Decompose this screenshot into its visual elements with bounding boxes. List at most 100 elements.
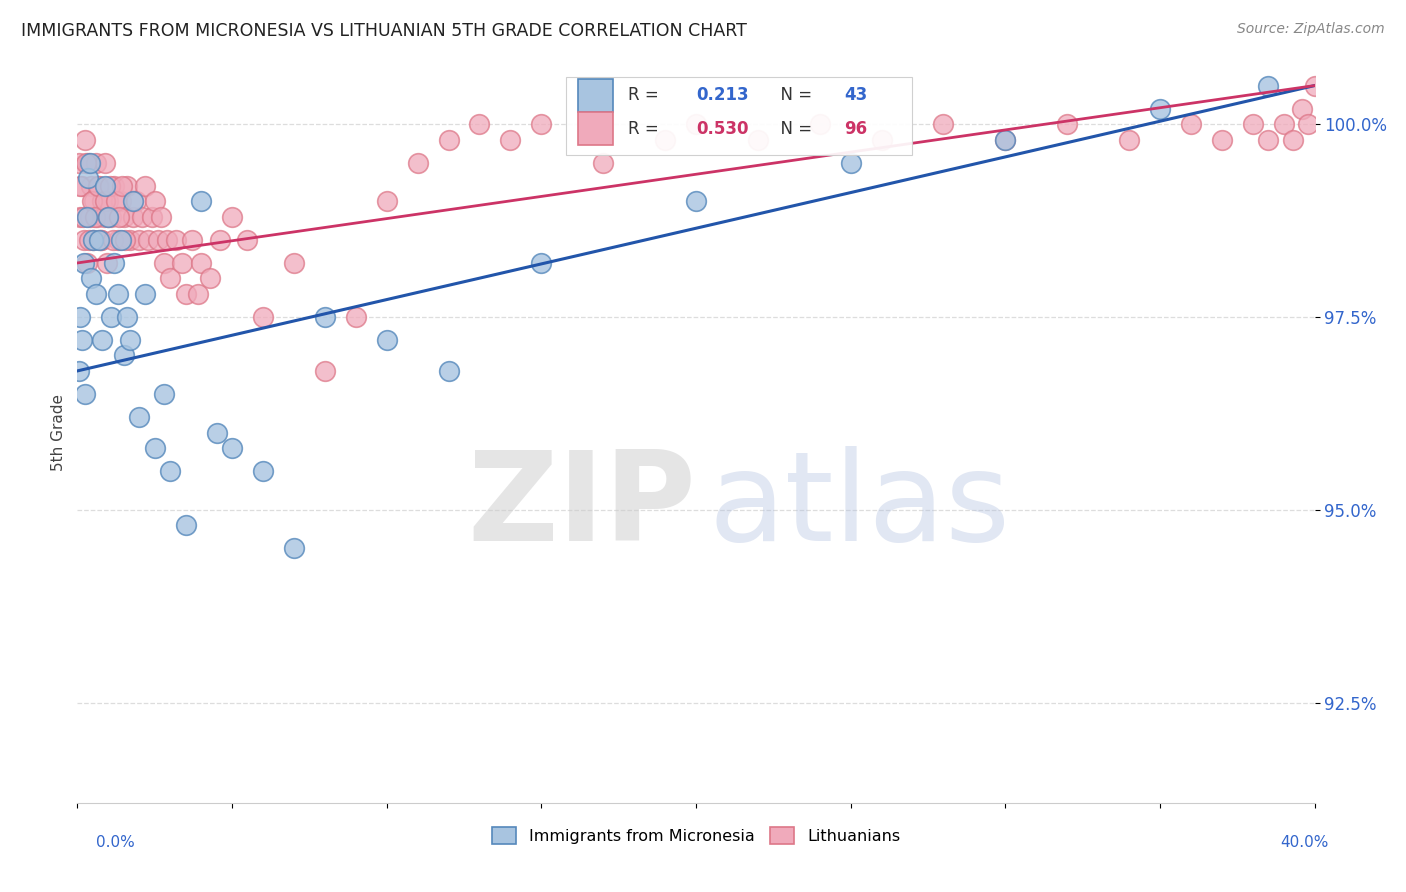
Point [86, 210, 108, 224]
Point [97, 210, 120, 224]
Point [747, 132, 769, 146]
Point [105, 194, 127, 209]
Point [437, 132, 460, 146]
Point [200, 271, 222, 285]
Y-axis label: 5th Grade: 5th Grade [51, 394, 66, 471]
Point [252, 310, 274, 324]
Point [98, 178, 121, 193]
Point [143, 441, 166, 455]
Point [77, 233, 100, 247]
Point [221, 210, 243, 224]
Point [592, 155, 614, 169]
Point [107, 233, 129, 247]
Point [122, 194, 145, 209]
Point [128, 410, 150, 425]
Point [1149, 102, 1171, 116]
Point [174, 286, 197, 301]
Point [100, 310, 122, 324]
Point [1118, 132, 1140, 146]
Point [76, 256, 98, 270]
Point [72, 256, 94, 270]
Point [654, 132, 676, 146]
Point [77, 171, 100, 186]
Point [122, 210, 145, 224]
Point [91, 194, 114, 209]
Point [91, 333, 114, 347]
Point [437, 364, 460, 378]
Point [75, 387, 96, 401]
Point [143, 194, 166, 209]
Point [174, 518, 197, 533]
Point [205, 425, 228, 440]
Point [190, 256, 212, 270]
Point [72, 233, 94, 247]
Point [93, 194, 115, 209]
Point [82, 233, 104, 247]
Point [118, 333, 141, 347]
Point [808, 117, 831, 131]
Point [1056, 117, 1078, 131]
Text: N =: N = [770, 120, 817, 137]
Point [97, 194, 120, 209]
Point [344, 310, 367, 324]
Point [1257, 78, 1279, 93]
Point [80, 271, 103, 285]
Point [530, 117, 553, 131]
Text: 0.0%: 0.0% [96, 836, 135, 850]
Point [87, 178, 110, 193]
Point [994, 132, 1017, 146]
Point [108, 210, 131, 224]
Point [1241, 117, 1264, 131]
Point [159, 464, 181, 478]
Point [839, 155, 862, 169]
Point [103, 178, 125, 193]
Point [79, 155, 101, 169]
Point [159, 271, 181, 285]
Point [103, 256, 125, 270]
Point [134, 286, 156, 301]
Point [94, 155, 117, 169]
Legend: Immigrants from Micronesia, Lithuanians: Immigrants from Micronesia, Lithuanians [485, 821, 907, 850]
Point [82, 194, 104, 209]
Point [190, 194, 212, 209]
Point [110, 194, 132, 209]
Point [84, 286, 107, 301]
Point [236, 233, 259, 247]
Text: 96: 96 [845, 120, 868, 137]
Point [138, 233, 160, 247]
Text: 40.0%: 40.0% [1281, 836, 1329, 850]
Point [79, 210, 101, 224]
Text: R =: R = [628, 87, 664, 104]
Point [125, 194, 148, 209]
Point [1303, 78, 1326, 93]
Point [172, 256, 194, 270]
Point [75, 132, 96, 146]
Point [1257, 132, 1279, 146]
Point [314, 364, 336, 378]
Point [118, 233, 141, 247]
Point [112, 210, 135, 224]
Point [141, 210, 163, 224]
Point [128, 233, 150, 247]
Point [94, 178, 117, 193]
Point [110, 233, 132, 247]
Point [530, 256, 553, 270]
Point [499, 132, 522, 146]
Text: 0.213: 0.213 [696, 87, 748, 104]
Point [90, 233, 111, 247]
Point [112, 349, 135, 363]
Text: ZIP: ZIP [467, 446, 696, 567]
Text: N =: N = [770, 87, 817, 104]
Text: 0.530: 0.530 [696, 120, 748, 137]
Point [75, 155, 97, 169]
Point [96, 256, 118, 270]
Point [685, 117, 707, 131]
Point [994, 132, 1017, 146]
Point [67, 364, 90, 378]
Point [87, 233, 110, 247]
Point [84, 155, 107, 169]
Point [84, 210, 107, 224]
Point [165, 233, 187, 247]
Point [375, 194, 398, 209]
Point [82, 233, 104, 247]
